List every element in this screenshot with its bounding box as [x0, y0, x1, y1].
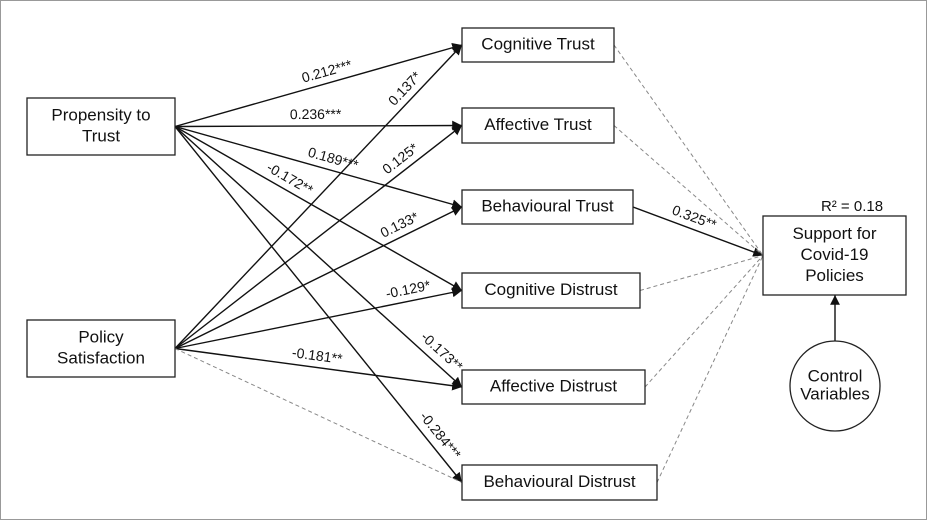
node-box [461, 27, 615, 63]
path-arrow [174, 206, 463, 350]
path-arrow [632, 206, 764, 257]
path-arrow [174, 44, 463, 349]
nodes: Propensity to Trust Policy Satisfaction Cogn… [26, 27, 907, 501]
node-label: Affective Distrust [490, 376, 618, 395]
node-label: Satisfaction [57, 348, 145, 367]
path-coefficient: 0.236*** [290, 106, 342, 122]
node-circle [789, 340, 881, 432]
node-box [762, 215, 907, 296]
node-box [26, 319, 176, 378]
path-arrow [174, 126, 463, 483]
node-label: Affective Trust [484, 115, 592, 134]
node-box [461, 272, 641, 309]
node-label: Control [808, 366, 863, 385]
path-arrow [174, 125, 463, 292]
dashed-path [174, 348, 463, 483]
node-label: Cognitive Trust [481, 34, 595, 53]
path-arrow [174, 287, 463, 350]
r-squared: R² = 0.18 [821, 198, 883, 215]
node-box [461, 107, 615, 144]
node-box [461, 369, 646, 405]
dashed-path [639, 255, 764, 291]
path-arrow [174, 42, 463, 128]
node-label: Policies [805, 266, 864, 285]
node-box [461, 189, 634, 225]
node-label: Behavioural Distrust [483, 472, 635, 491]
node-box [461, 464, 658, 501]
node-label: Trust [82, 126, 120, 145]
path-arrow [174, 347, 463, 391]
path-coefficient: -0.181** [291, 344, 344, 367]
node-label: Behavioural Trust [481, 196, 614, 215]
node-label: Cognitive Distrust [484, 280, 617, 299]
node-label: Propensity to [51, 105, 150, 124]
dashed-path [644, 255, 764, 388]
node-box [26, 97, 176, 156]
dashed-path [613, 125, 764, 256]
node-label: Support for [792, 224, 876, 243]
node-label: Variables [800, 384, 870, 403]
dashed-path [613, 44, 764, 256]
path-arrow [174, 125, 463, 388]
path-arrow [174, 124, 463, 350]
node-label: Covid-19 [800, 245, 868, 264]
node-label: Policy [78, 327, 124, 346]
path-arrow [174, 125, 463, 210]
path-arrow [174, 120, 463, 131]
